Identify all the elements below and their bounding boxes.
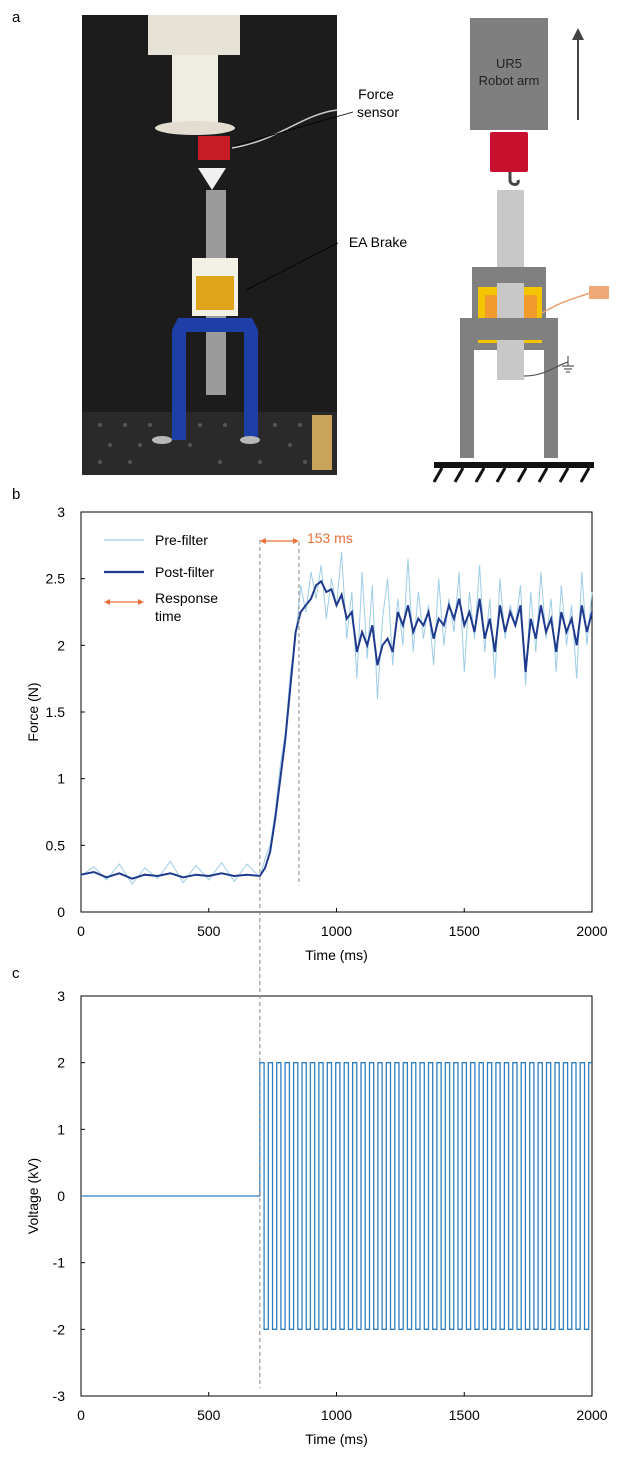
ground-plate <box>434 462 594 468</box>
sensor-block <box>490 132 528 172</box>
legend-arrow-head-left <box>104 599 110 605</box>
force-x-tick-label: 1000 <box>321 923 352 939</box>
voltage-y-tick-label: 3 <box>57 988 65 1004</box>
voltage-waveform-line <box>81 1062 592 1330</box>
robot-arm-block <box>470 18 548 130</box>
voltage-x-tick-label: 0 <box>77 1407 85 1423</box>
response-time-annotation: 153 ms <box>307 530 353 546</box>
force-y-tick-label: 1.5 <box>46 704 66 720</box>
voltage-x-tick-label: 1000 <box>321 1407 352 1423</box>
legend-label-post-filter: Post-filter <box>155 564 214 580</box>
panel-label-b: b <box>12 486 20 503</box>
force-y-tick-label: 0.5 <box>46 837 66 853</box>
robot-label-line1: UR5 <box>496 56 522 71</box>
voltage-y-tick-label: -2 <box>53 1321 66 1337</box>
voltage-y-tick-label: 2 <box>57 1055 65 1071</box>
panel-label-a: a <box>12 9 21 26</box>
voltage-y-tick-label: 1 <box>57 1121 65 1137</box>
force-y-tick-label: 1 <box>57 771 65 787</box>
robot-label-line2: Robot arm <box>479 73 540 88</box>
ea-brake-label: EA Brake <box>349 234 408 250</box>
voltage-y-tick-label: 0 <box>57 1188 65 1204</box>
hook-icon <box>508 172 520 186</box>
legend-label-pre-filter: Pre-filter <box>155 532 208 548</box>
series-post-filter-line <box>80 579 593 880</box>
force-sensor-label: Force sensor <box>357 86 399 120</box>
response-arrow-head-right <box>292 538 299 544</box>
force-chart: 0 500 1000 1500 2000 0 0.5 1 1.5 2 2.5 3 Time (ms) Fo… <box>25 504 608 963</box>
robot-schematic: UR5 Robot arm <box>432 18 609 483</box>
voltage-x-tick-label: 2000 <box>576 1407 607 1423</box>
response-arrow-head-left <box>259 538 266 544</box>
force-y-tick-label: 2 <box>57 637 65 653</box>
force-y-axis-label: Force (N) <box>25 682 41 741</box>
voltage-x-axis-label: Time (ms) <box>305 1431 367 1447</box>
voltage-y-axis-label: Voltage (kV) <box>25 1158 41 1234</box>
voltage-x-tick-label: 500 <box>197 1407 221 1423</box>
force-x-tick-label: 500 <box>197 923 221 939</box>
voltage-chart: 0 500 1000 1500 2000 -3 -2 -1 0 1 2 3 Time (ms) Volta… <box>25 988 608 1447</box>
force-x-axis-label: Time (ms) <box>305 947 367 963</box>
voltage-x-tick-label: 1500 <box>449 1407 480 1423</box>
ground-wire <box>523 361 569 377</box>
legend-arrow-head-right <box>138 599 144 605</box>
apparatus-photo <box>82 15 338 475</box>
voltage-y-tick-label: -3 <box>53 1388 66 1404</box>
legend-label-response: Response time <box>155 590 218 624</box>
ground-icon <box>562 356 574 373</box>
force-y-tick-label: 3 <box>57 504 65 520</box>
force-x-tick-label: 0 <box>77 923 85 939</box>
force-x-tick-label: 2000 <box>576 923 607 939</box>
force-x-tick-label: 1500 <box>449 923 480 939</box>
connector-icon <box>589 286 609 299</box>
electrode-wire <box>541 292 591 314</box>
voltage-y-tick-label: -1 <box>53 1255 66 1271</box>
force-y-tick-label: 2.5 <box>46 571 66 587</box>
frame <box>460 318 558 458</box>
panel-label-c: c <box>12 965 20 982</box>
force-y-tick-label: 0 <box>57 904 65 920</box>
